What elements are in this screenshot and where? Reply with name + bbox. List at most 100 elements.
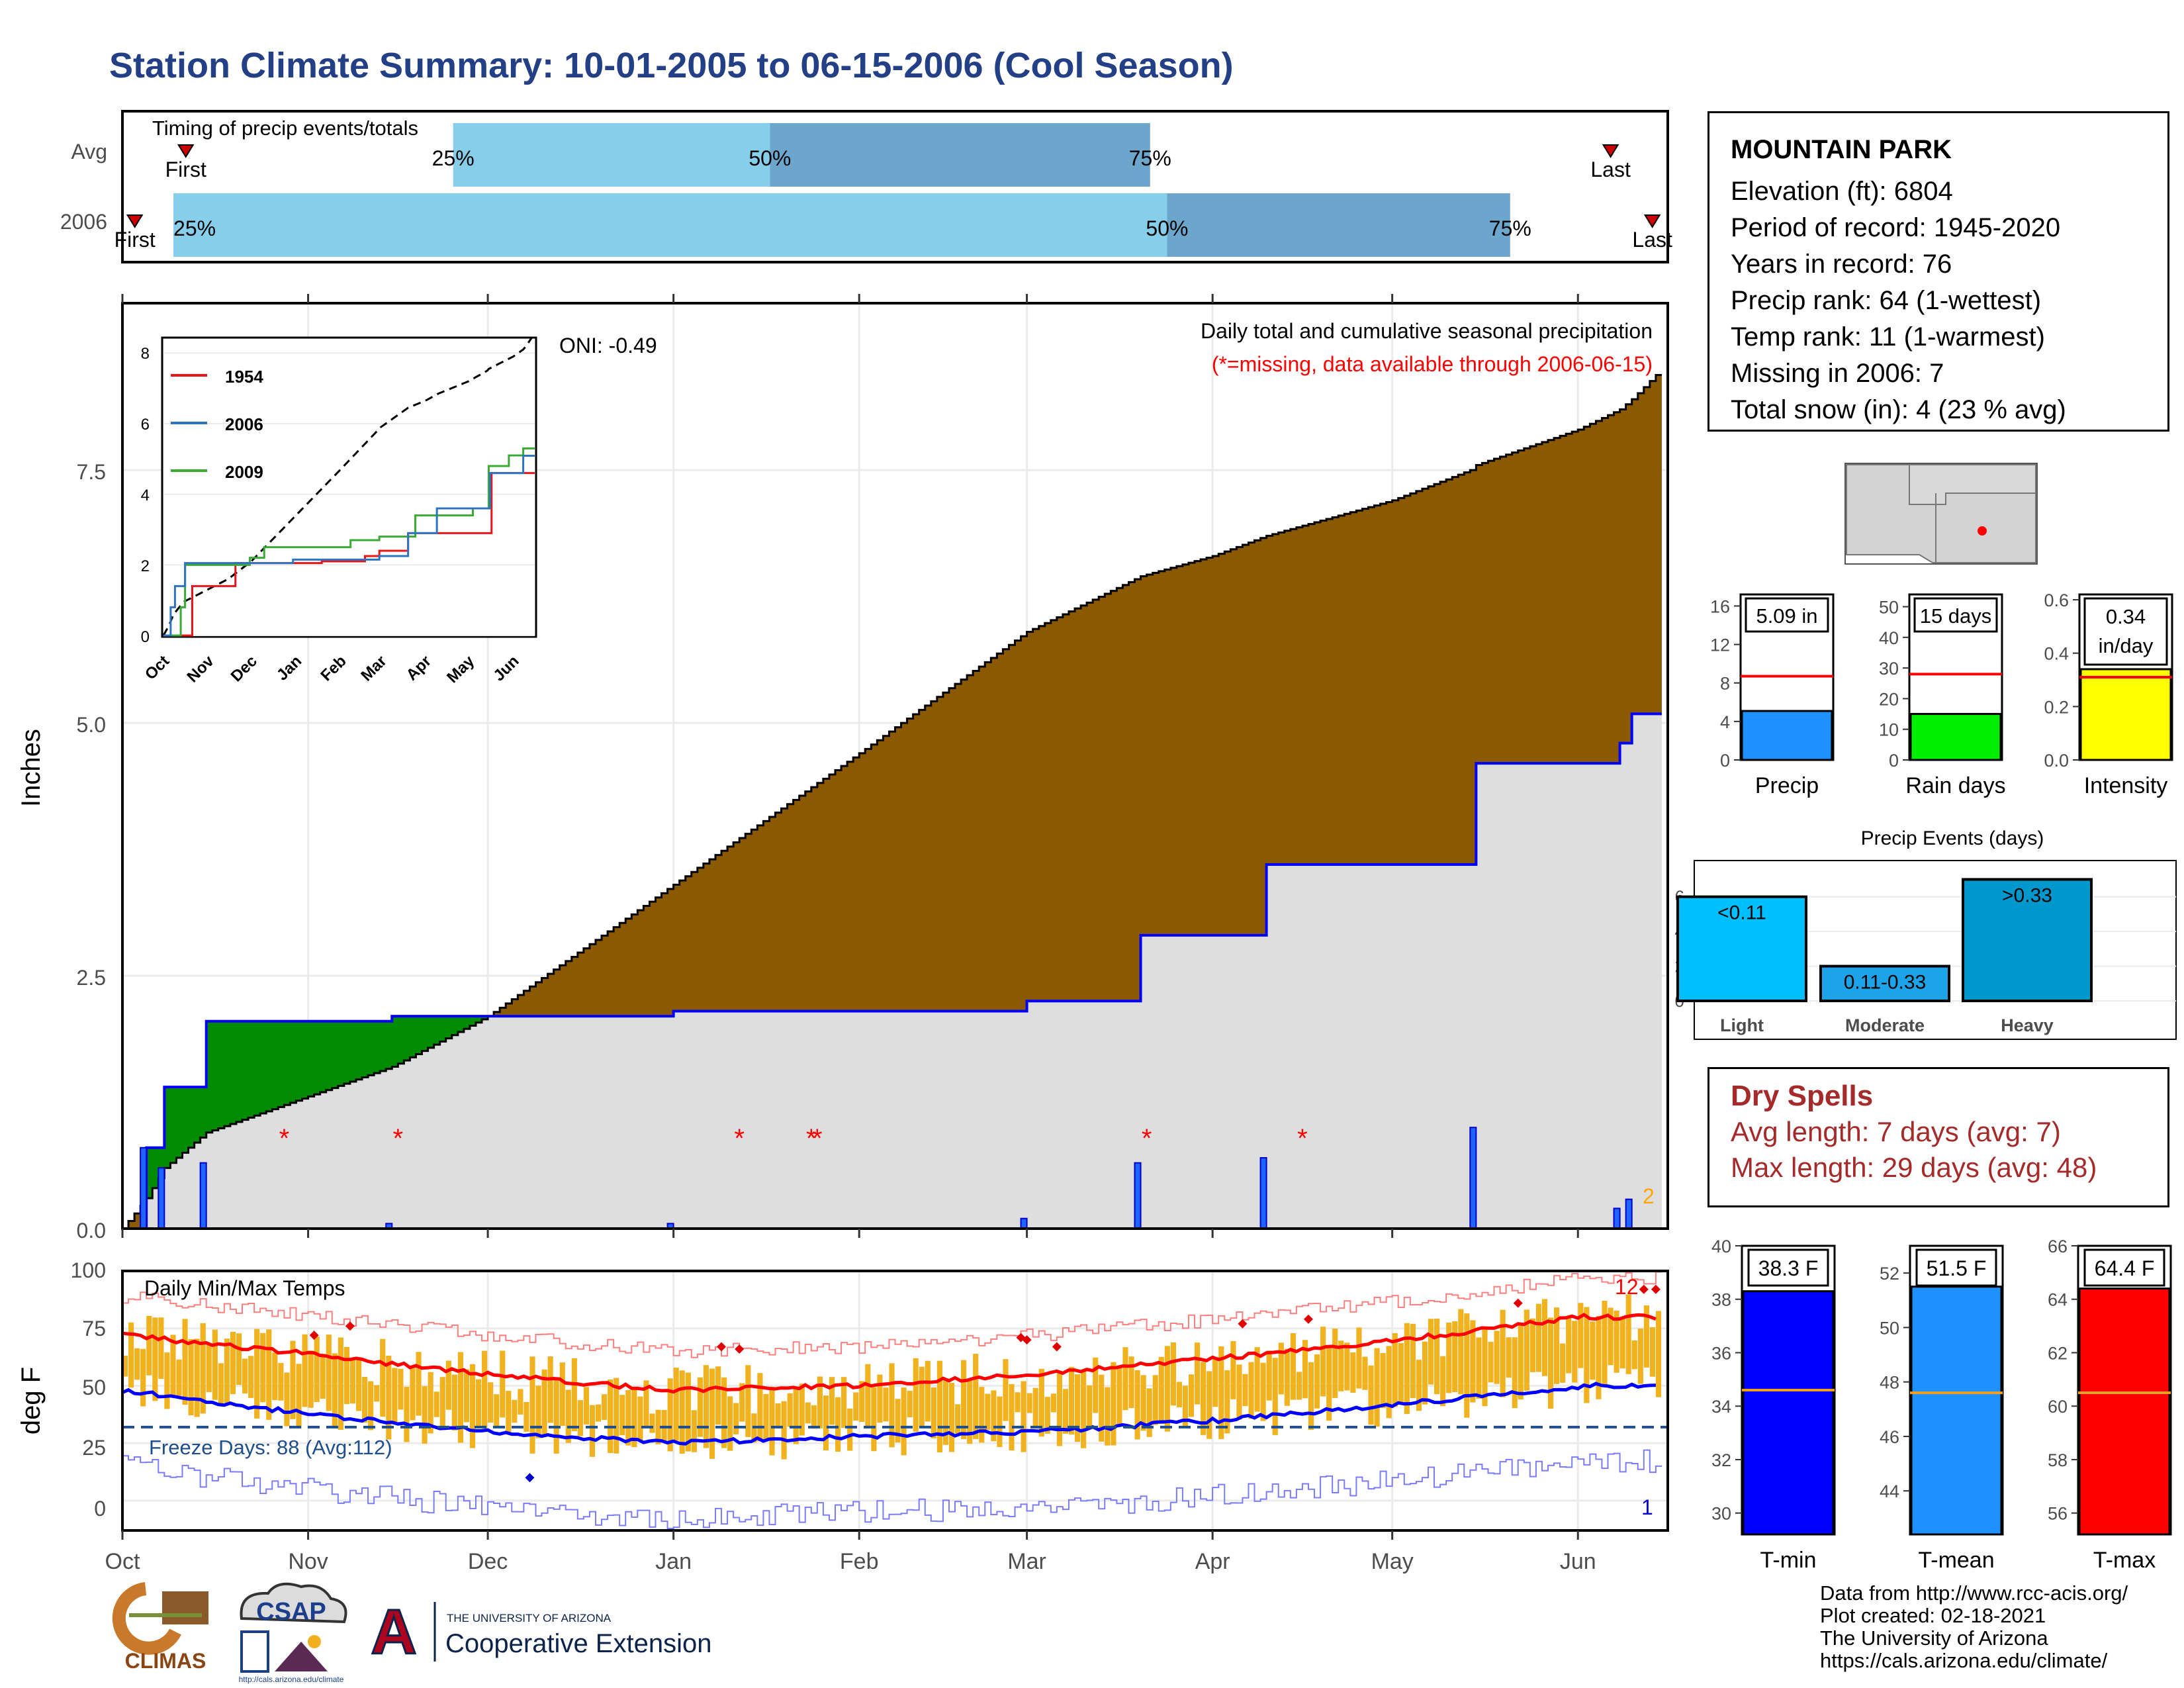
summary-value-box (1745, 597, 1829, 633)
daily-temp-bar (1584, 1307, 1590, 1403)
temp-y-label: deg F (17, 1367, 46, 1434)
daily-temp-bar (559, 1362, 565, 1427)
summary-bars: 0 4 8 12 16 5.09 in Precip 0 10 20 30 40 50 15 days Ra… (1710, 590, 2173, 798)
daily-temp-bar (745, 1365, 751, 1437)
daily-temp-bar (1111, 1362, 1116, 1446)
daily-temp-bar (500, 1350, 506, 1418)
daily-temp-bar (1614, 1310, 1619, 1373)
precip-surplus-area (146, 1016, 488, 1199)
daily-temp-bar (1272, 1358, 1278, 1435)
inset-legend-2009: 2009 (225, 462, 263, 482)
summary-bar-value (1909, 713, 2002, 761)
daily-temp-bar (667, 1378, 673, 1452)
daily-temp-bar (1541, 1299, 1548, 1376)
daily-temp-bar (967, 1379, 973, 1444)
daily-temp-bar (188, 1339, 194, 1416)
daily-temp-bar (278, 1362, 284, 1401)
daily-temp-bar (439, 1377, 445, 1428)
daily-temp-bar (445, 1360, 451, 1410)
event-bar (1676, 895, 1807, 1003)
event-bar (1962, 878, 2093, 1002)
daily-temp-bar (1529, 1318, 1535, 1372)
csap-logo-text: CSAP (256, 1598, 326, 1626)
daily-temp-bar (463, 1369, 470, 1423)
corner-count: 2 (1643, 1184, 1655, 1208)
min-record-count: 1 (1641, 1495, 1653, 1519)
summary-ytick-label: 50 (1879, 598, 1899, 618)
temp-summary-tick-label: 62 (2048, 1343, 2068, 1363)
ua-logo-mark: A THE UNIVERSITY OF ARIZONA Cooperative … (370, 1596, 712, 1669)
daily-temp-bar (338, 1337, 343, 1430)
timing-p25-label: 25% (432, 146, 475, 170)
daily-temp-bar (799, 1383, 805, 1436)
daily-temp-bar (709, 1368, 715, 1459)
daily-temp-bar (1009, 1383, 1015, 1451)
daily-precip-bar (1259, 1157, 1267, 1230)
summary-ytick-label: 0.4 (2044, 644, 2069, 664)
daily-temp-bar (475, 1379, 482, 1426)
daily-temp-bar (374, 1385, 380, 1402)
daily-temp-bar (1021, 1381, 1026, 1452)
record-high-marker (735, 1344, 745, 1354)
month-label: Jan (655, 1549, 692, 1574)
month-label: Dec (468, 1549, 508, 1574)
daily-temp-bar (314, 1336, 320, 1402)
daily-temp-bar (1062, 1389, 1069, 1434)
daily-temp-bar (1416, 1360, 1422, 1411)
daily-temp-bar (1158, 1356, 1164, 1425)
event-bar-label: 0.11-0.33 (1844, 972, 1927, 994)
daily-temp-bar (140, 1348, 146, 1407)
daily-temp-bar (577, 1400, 583, 1436)
credit-university: The University of Arizona (1820, 1626, 2048, 1650)
daily-temp-bar (1482, 1327, 1488, 1407)
daily-temp-bar (302, 1334, 308, 1407)
missing-data-marker: * (279, 1124, 290, 1153)
daily-temp-bar (979, 1387, 985, 1443)
daily-temp-bar (602, 1394, 608, 1420)
daily-precip-bar (199, 1162, 207, 1229)
daily-temp-bar (673, 1368, 679, 1441)
daily-precip-bar (158, 1167, 165, 1230)
summary-value-box (1913, 597, 1998, 633)
summary-value-unit: in/day (2099, 634, 2154, 657)
summary-ytick-label: 0.2 (2044, 697, 2069, 717)
ua-cooperative-extension-logo: A THE UNIVERSITY OF ARIZONA Cooperative … (361, 1595, 745, 1669)
daily-temp-bar (380, 1338, 386, 1417)
daily-temp-bar (739, 1383, 745, 1422)
timing-p50-label: 50% (749, 146, 791, 170)
temp-ytick: 75 (82, 1317, 106, 1340)
daily-temp-bar (1470, 1320, 1476, 1403)
inset-cumulative-chart: 1954 2006 2009 0 2 4 6 8 Oct Nov Dec Jan Feb… (141, 336, 537, 686)
summary-ytick-label: 0 (1720, 751, 1730, 771)
first-event-marker (126, 214, 144, 228)
temp-summary-label: T-mean (1918, 1548, 1994, 1573)
month-label: Mar (1007, 1549, 1046, 1574)
summary-ytick-label: 4 (1720, 712, 1730, 732)
inset-ytick: 2 (141, 557, 150, 575)
csap-url: http://cals.arizona.edu/climate (239, 1675, 344, 1684)
temp-summary-value-label: 64.4 F (2095, 1256, 2155, 1280)
daily-temp-bar (625, 1389, 631, 1446)
max-record-count: 12 (1615, 1275, 1639, 1299)
climas-logo: CLIMAS (109, 1582, 222, 1681)
daily-temp-bar (973, 1354, 979, 1439)
daily-temp-bar (1344, 1342, 1350, 1391)
daily-temp-bar (392, 1368, 398, 1425)
inset-ytick: 8 (141, 345, 150, 363)
daily-temp-bar (942, 1378, 949, 1445)
missing-note: (*=missing, data available through 2006-… (1212, 352, 1653, 376)
daily-temp-bar (266, 1329, 272, 1420)
temp-summary-tick-label: 60 (2048, 1397, 2068, 1417)
daily-temp-bar (775, 1403, 781, 1429)
summary-value-label: 0.34 (2106, 605, 2146, 628)
summary-ytick-label: 10 (1879, 720, 1899, 740)
daily-temp-bar (1099, 1374, 1105, 1442)
summary-bar-label: Rain days (1905, 773, 2005, 798)
daily-temp-bar (1122, 1347, 1128, 1411)
daily-temp-bar (134, 1348, 140, 1380)
daily-temp-bar (679, 1370, 685, 1454)
daily-temp-bar (727, 1396, 733, 1451)
daily-temp-bar (451, 1374, 457, 1430)
daily-temp-bar (1362, 1356, 1368, 1390)
daily-temp-bar (224, 1338, 230, 1405)
